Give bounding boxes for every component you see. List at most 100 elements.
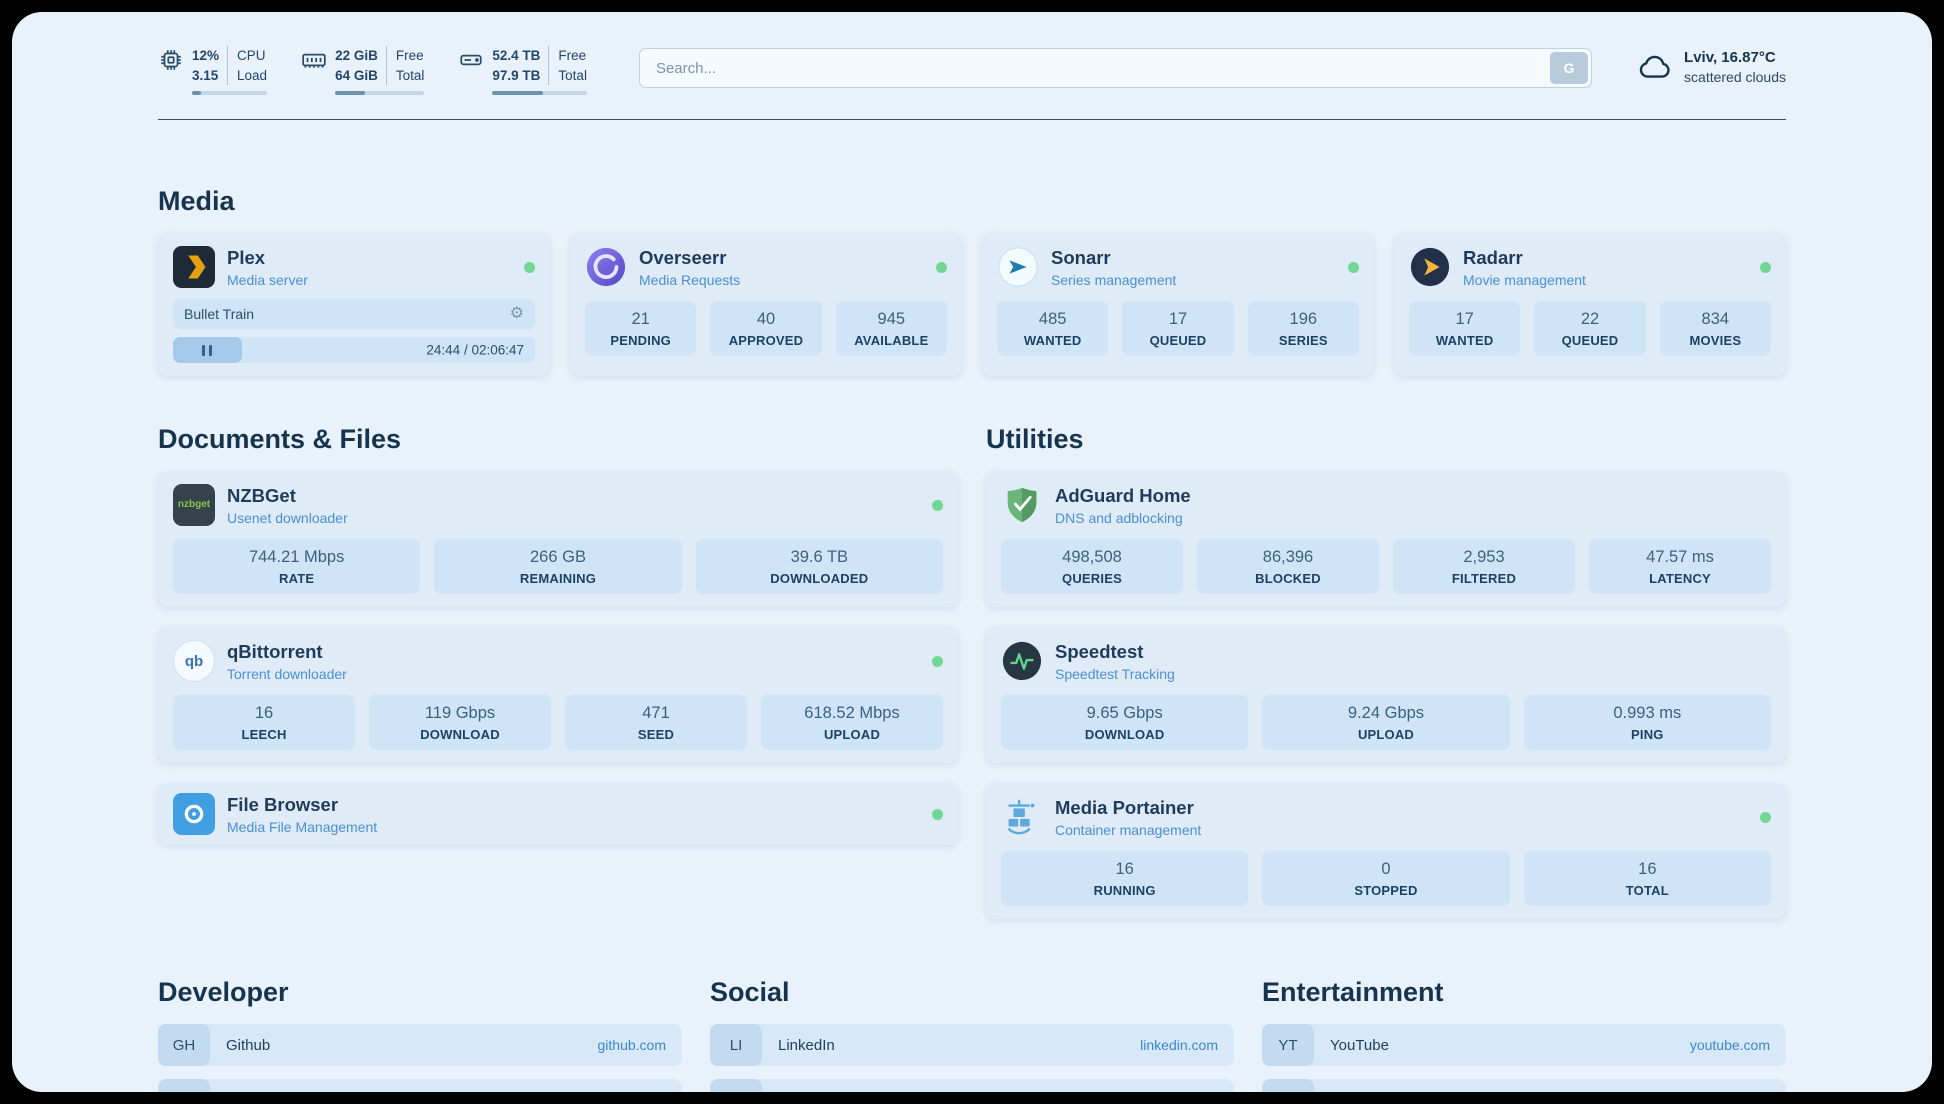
stat-value: 498,508 — [1062, 548, 1122, 567]
stat-remaining: 266 GB REMAINING — [434, 539, 682, 595]
bookmark-github[interactable]: GH Github github.com — [158, 1024, 682, 1067]
status-dot — [932, 655, 943, 667]
app-name[interactable]: NZBGet — [227, 484, 296, 506]
bookmark-youtube[interactable]: YT YouTube youtube.com — [1262, 1024, 1786, 1067]
stat-value: 86,396 — [1262, 548, 1314, 567]
bookmarks-entertainment: Entertainment YT YouTube youtube.com NF … — [1262, 977, 1786, 1092]
cpu-label: CPU — [237, 48, 266, 63]
app-name[interactable]: AdGuard Home — [1055, 484, 1191, 506]
playback-progress[interactable]: 24:44 / 02:06:47 — [173, 337, 535, 364]
stat-label: WANTED — [1023, 333, 1082, 349]
app-name[interactable]: Overseerr — [639, 246, 727, 268]
app-subtitle: Container management — [1055, 821, 1202, 838]
cpu-load-label: Load — [237, 67, 268, 83]
sonarr-icon[interactable] — [997, 246, 1039, 288]
section-documents: Documents & Files nzbget NZBGet Usenet d… — [158, 424, 958, 919]
bookmark-url[interactable]: github.com — [597, 1037, 666, 1054]
bookmark-abbr: NF — [1262, 1079, 1314, 1092]
stat-value: 0 — [1381, 860, 1391, 879]
app-name[interactable]: Plex — [227, 246, 266, 268]
stat-label: SEED — [637, 727, 675, 743]
app-name[interactable]: Sonarr — [1051, 246, 1111, 268]
stat-value: 17 — [1168, 310, 1188, 329]
overseerr-icon[interactable] — [585, 246, 627, 288]
stat-value: 17 — [1455, 310, 1474, 329]
app-subtitle: Series management — [1051, 271, 1177, 288]
bookmark-abbr: LI — [710, 1024, 762, 1067]
stat-label: QUEUED — [1561, 333, 1619, 349]
bookmark-netflix[interactable]: NF Netflix netflix.com — [1262, 1079, 1786, 1092]
app-name[interactable]: File Browser — [227, 793, 339, 815]
gear-icon[interactable]: ⚙ — [509, 305, 524, 323]
portainer-icon[interactable] — [1001, 796, 1043, 838]
stat-label: UPLOAD — [823, 727, 881, 743]
disk-free-label: Free — [558, 48, 587, 63]
nzbget-icon[interactable]: nzbget — [173, 484, 215, 527]
section-title-entertainment: Entertainment — [1262, 977, 1444, 1008]
weather-widget[interactable]: Lviv, 16.87°C scattered clouds — [1636, 48, 1786, 86]
app-subtitle: Movie management — [1463, 271, 1586, 288]
app-name[interactable]: Speedtest — [1055, 640, 1144, 662]
stat-label: RUNNING — [1093, 883, 1156, 899]
search-engine-button[interactable]: G — [1550, 52, 1589, 84]
bookmark-twitter[interactable]: TW Twitter twitter.com — [710, 1079, 1234, 1092]
app-card-nzbget: nzbget NZBGet Usenet downloader 744.21 M… — [158, 471, 958, 608]
stat-value: 16 — [254, 704, 274, 723]
section-title-social: Social — [710, 977, 790, 1008]
stat-leech: 16 LEECH — [173, 695, 355, 751]
bookmark-linkedin[interactable]: LI LinkedIn linkedin.com — [710, 1024, 1234, 1067]
section-title-media: Media — [158, 186, 235, 217]
stat-downloaded: 39.6 TB DOWNLOADED — [695, 539, 943, 595]
app-name[interactable]: qBittorrent — [227, 640, 323, 662]
stat-value: 16 — [1638, 860, 1657, 879]
status-dot — [932, 808, 943, 820]
stat-blocked: 86,396 BLOCKED — [1197, 539, 1379, 595]
cpu-widget: 12% 3.15 CPU Load — [158, 46, 268, 96]
section-media: Media Plex Media server Bullet Train — [158, 186, 1786, 377]
stat-value: 40 — [756, 310, 776, 329]
app-card-filebrowser: File Browser Media File Management — [158, 783, 958, 846]
ram-icon — [301, 47, 327, 73]
qbittorrent-icon[interactable]: qb — [173, 640, 215, 683]
now-playing-row: Bullet Train ⚙ — [173, 299, 535, 330]
plex-icon[interactable] — [173, 246, 215, 289]
status-dot — [1348, 261, 1359, 273]
ram-progress-bar — [335, 91, 425, 96]
stat-label: QUEUED — [1149, 333, 1207, 349]
stat-label: AVAILABLE — [854, 333, 929, 349]
stat-label: SERIES — [1278, 333, 1328, 349]
section-title-documents: Documents & Files — [158, 424, 402, 455]
app-card-speedtest: Speedtest Speedtest Tracking 9.65 Gbps D… — [986, 627, 1786, 764]
stat-label: RATE — [279, 571, 315, 587]
ram-free-value: 22 GiB — [335, 48, 378, 63]
stat-label: UPLOAD — [1357, 727, 1415, 743]
stat-label: DOWNLOAD — [420, 727, 500, 743]
app-name[interactable]: Media Portainer — [1055, 796, 1194, 818]
speedtest-icon[interactable] — [1001, 640, 1043, 682]
stat-value: 744.21 Mbps — [248, 548, 345, 567]
stat-label: DOWNLOAD — [1084, 727, 1165, 743]
app-name[interactable]: Radarr — [1463, 246, 1523, 268]
app-subtitle: Media server — [227, 271, 308, 288]
stat-rate: 744.21 Mbps RATE — [173, 539, 421, 595]
bookmarks-social: Social LI LinkedIn linkedin.com TW Twitt… — [710, 977, 1234, 1092]
topbar: 12% 3.15 CPU Load — [158, 12, 1786, 96]
app-card-qbittorrent: qb qBittorrent Torrent downloader 16 LEE… — [158, 627, 958, 764]
adguard-icon[interactable] — [1001, 484, 1043, 526]
stat-value: 618.52 Mbps — [804, 704, 900, 723]
bookmark-url[interactable]: linkedin.com — [1140, 1037, 1218, 1054]
section-title-developer: Developer — [158, 977, 289, 1008]
stat-value: 47.57 ms — [1646, 548, 1714, 567]
stat-value: 2,953 — [1463, 548, 1505, 567]
search-input[interactable] — [638, 48, 1593, 88]
bookmark-stackoverflow[interactable]: SO StackOverflow stackoverflow.com — [158, 1079, 682, 1092]
pause-icon[interactable] — [200, 344, 214, 356]
bookmark-url[interactable]: youtube.com — [1689, 1037, 1770, 1054]
stat-value: 0.993 ms — [1613, 704, 1682, 723]
stat-queued: 22 QUEUED — [1534, 301, 1646, 357]
stat-label: MOVIES — [1689, 333, 1742, 349]
app-card-overseerr: Overseerr Media Requests 21 PENDING 40 A… — [570, 233, 962, 377]
topbar-divider — [158, 119, 1786, 121]
radarr-icon[interactable] — [1409, 246, 1451, 288]
filebrowser-icon[interactable] — [173, 793, 215, 836]
